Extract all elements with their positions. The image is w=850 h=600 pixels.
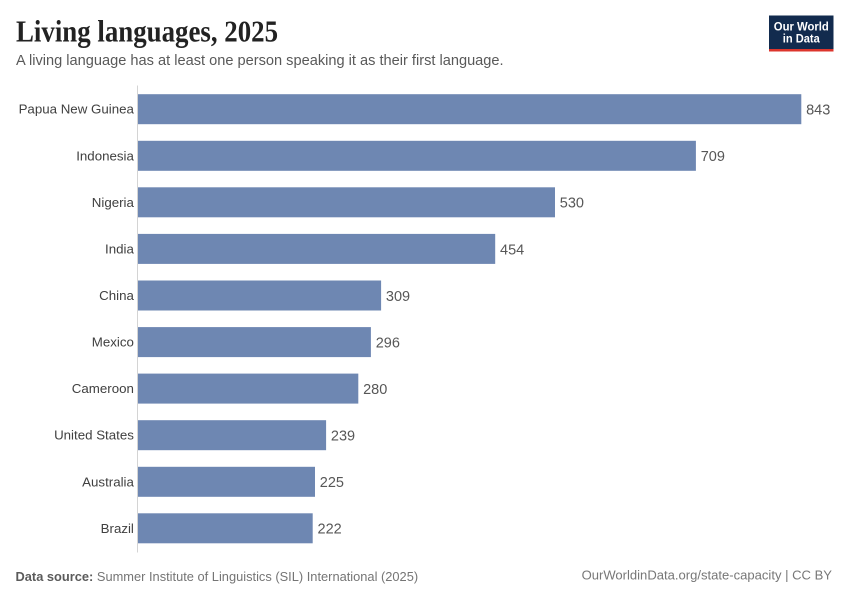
svg-text:Data source: Summer Institute: Data source: Summer Institute of Linguis…: [16, 569, 419, 584]
svg-text:Nigeria: Nigeria: [92, 195, 135, 210]
svg-text:239: 239: [331, 429, 355, 445]
svg-text:Our World: Our World: [774, 20, 829, 34]
svg-text:United States: United States: [54, 428, 134, 443]
svg-text:Living languages, 2025: Living languages, 2025: [16, 14, 278, 49]
svg-text:530: 530: [560, 196, 584, 212]
svg-text:Mexico: Mexico: [92, 335, 134, 350]
svg-text:222: 222: [318, 522, 342, 538]
svg-text:OurWorldinData.org/state-capac: OurWorldinData.org/state-capacity | CC B…: [582, 567, 833, 582]
svg-text:Cameroon: Cameroon: [72, 381, 134, 396]
svg-text:China: China: [99, 288, 134, 303]
svg-text:309: 309: [386, 289, 410, 305]
svg-text:in Data: in Data: [783, 32, 820, 46]
svg-text:India: India: [105, 241, 134, 256]
svg-text:296: 296: [376, 335, 400, 351]
svg-text:280: 280: [363, 382, 387, 398]
svg-text:A living language has at least: A living language has at least one perso…: [16, 53, 504, 69]
svg-text:454: 454: [500, 242, 524, 258]
svg-text:225: 225: [320, 475, 344, 491]
svg-text:Australia: Australia: [82, 474, 134, 489]
svg-text:709: 709: [701, 149, 725, 165]
svg-text:Papua New Guinea: Papua New Guinea: [19, 102, 135, 117]
svg-text:Indonesia: Indonesia: [76, 148, 134, 163]
svg-text:843: 843: [806, 103, 830, 119]
svg-text:Brazil: Brazil: [101, 521, 134, 536]
